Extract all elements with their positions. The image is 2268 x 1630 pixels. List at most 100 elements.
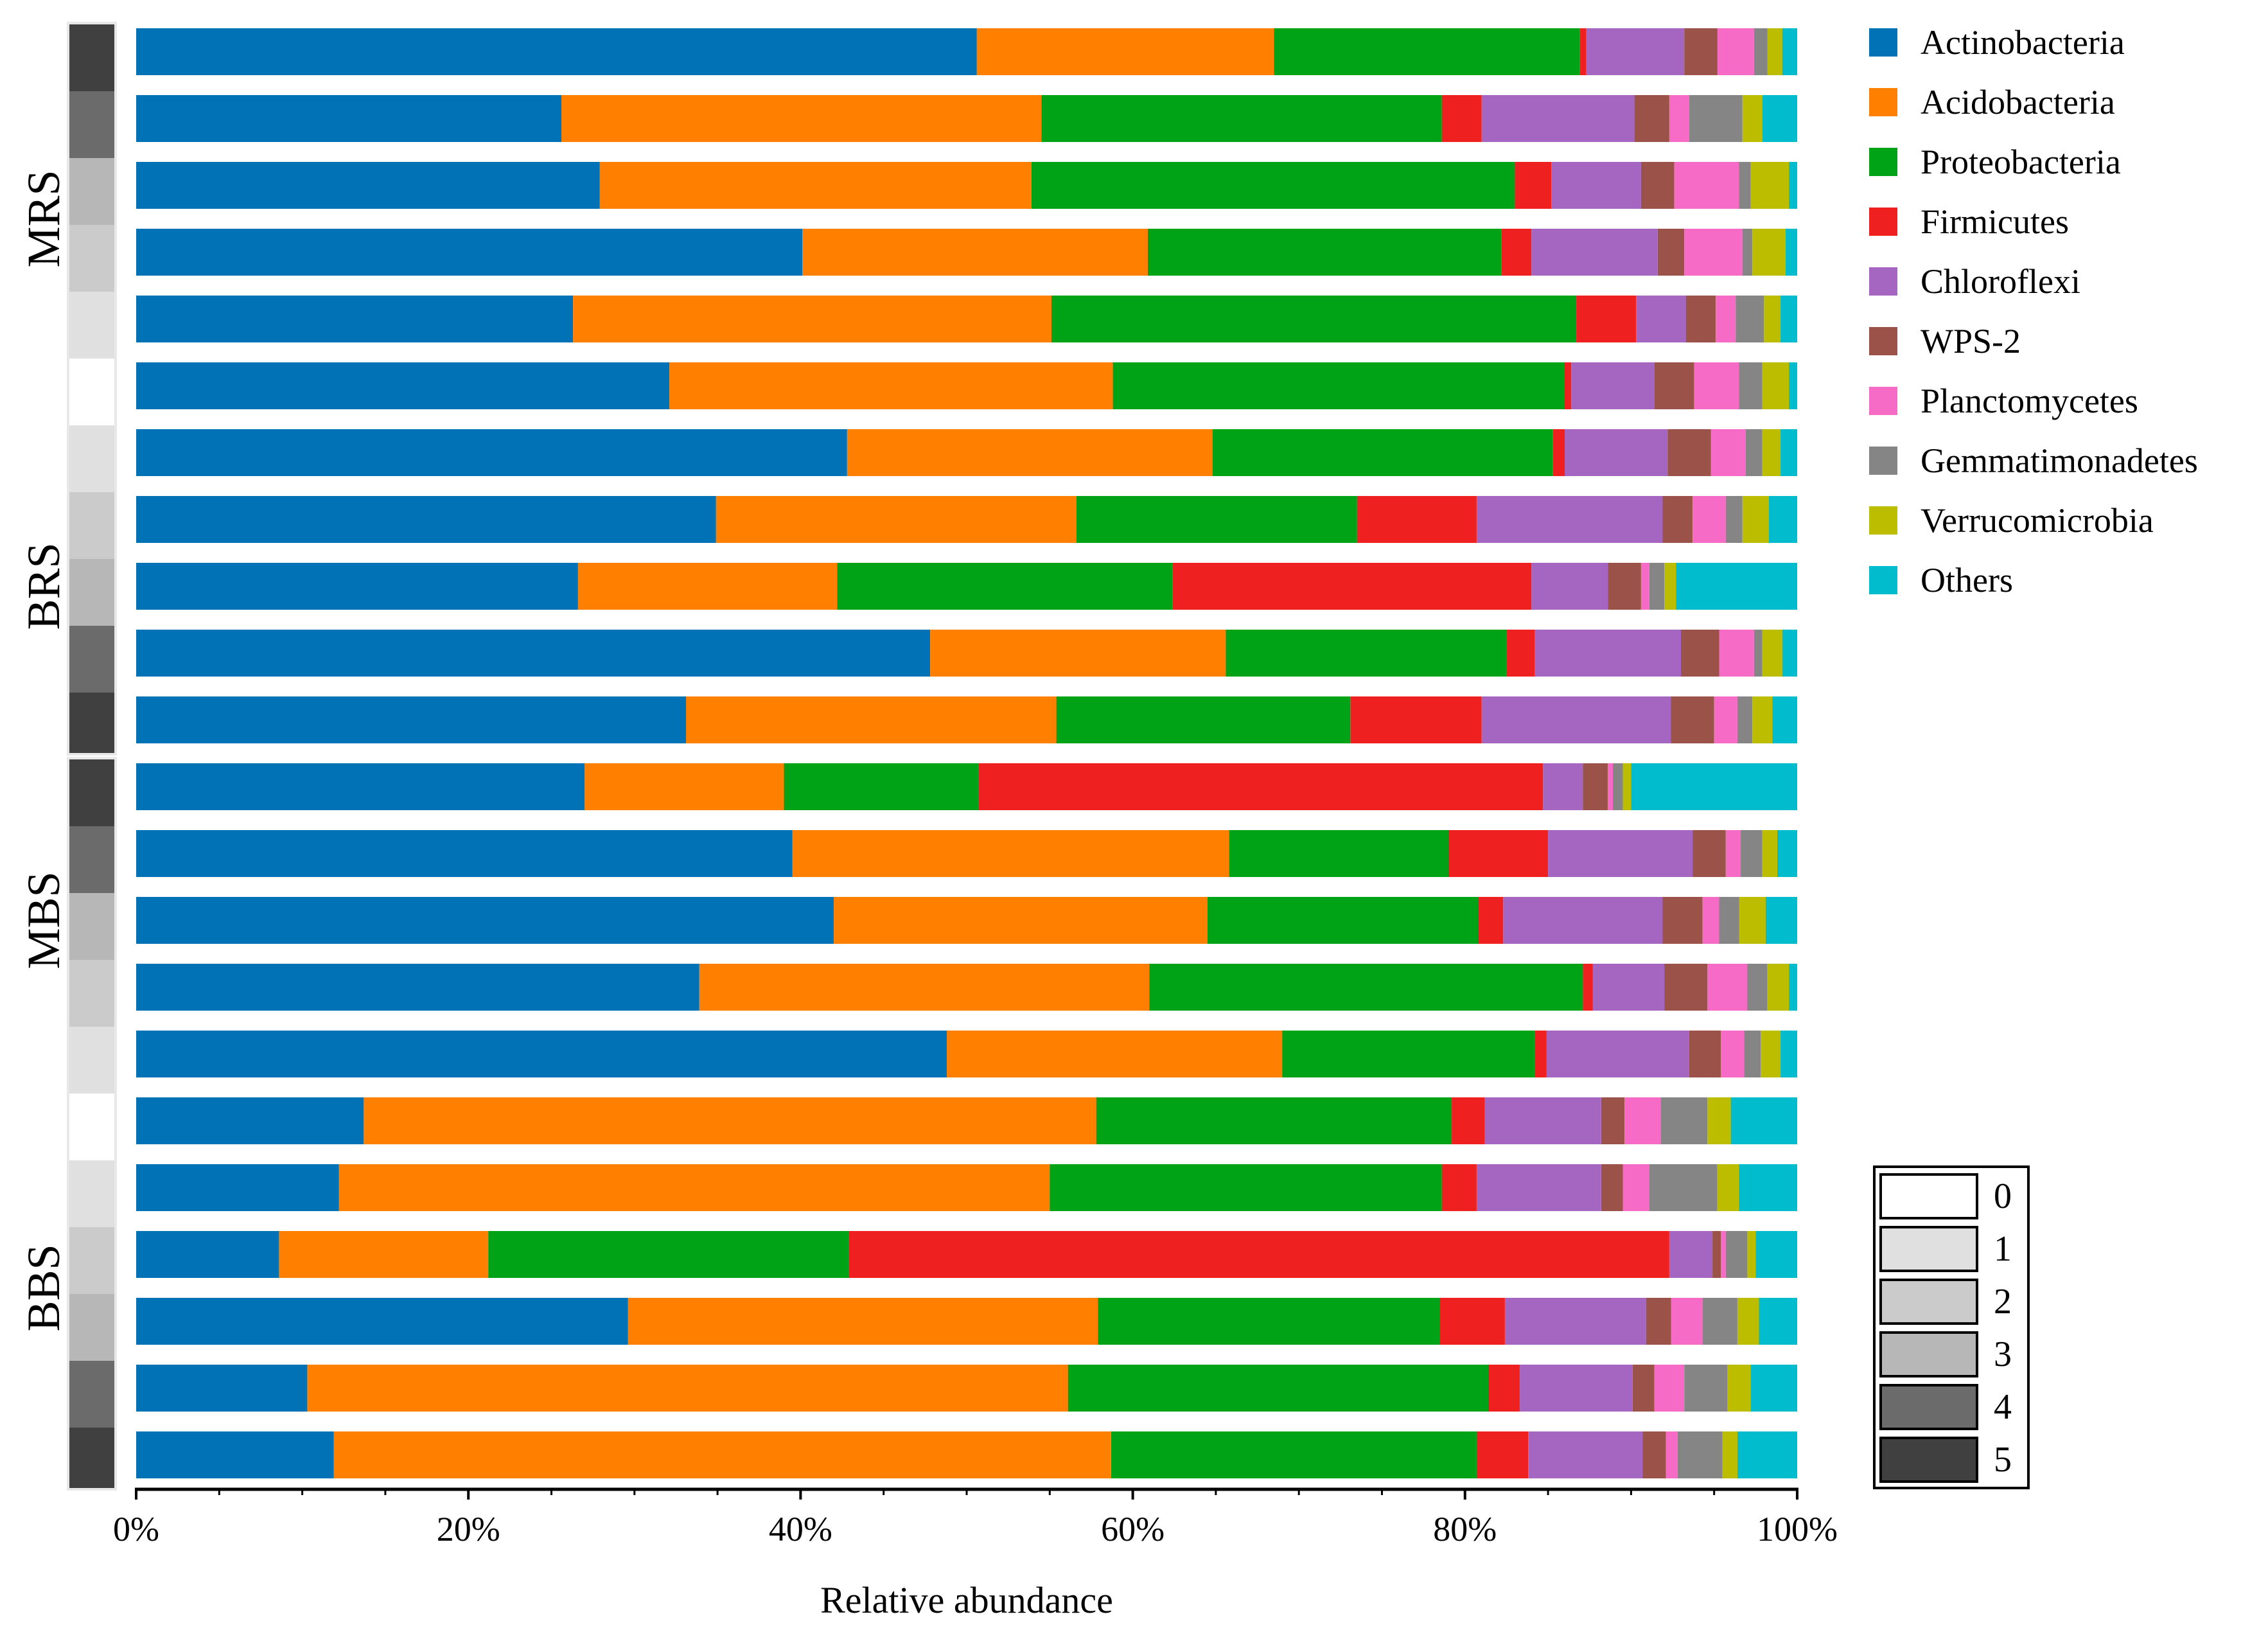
legend-item: Gemmatimonadetes [1869,441,2198,480]
bar-segment-planctomycetes [1694,362,1739,409]
group-label: BRS [18,542,69,630]
legend-item: Actinobacteria [1869,23,2125,62]
bar-segment-chloroflexi [1534,630,1681,677]
bar-segment-planctomycetes [1702,897,1719,944]
bar-segment-acidobacteria [699,964,1150,1011]
bar-1 [136,28,1797,75]
bar-segment-proteobacteria [784,763,979,810]
bar-segment-firmicutes [1506,630,1535,677]
legend-item: Chloroflexi [1869,262,2080,301]
bar-segment-actinobacteria [136,496,716,543]
bar-segment-proteobacteria [1212,429,1553,476]
level-cell [69,24,114,91]
bar-8 [136,496,1797,543]
bar-segment-others [1676,563,1797,610]
bar-segment-chloroflexi [1520,1365,1633,1412]
level-cell [69,225,114,292]
bar-segment-firmicutes [1476,1431,1529,1478]
bar-19 [136,1231,1797,1278]
bar-segment-others [1780,429,1797,476]
bar-segment-gemmatimonadetes [1613,763,1623,810]
bar-segment-firmicutes [1357,496,1477,543]
bar-segment-firmicutes [1172,563,1532,610]
bar-segment-proteobacteria [1226,630,1507,677]
bar-segment-firmicutes [1583,964,1593,1011]
bar-segment-actinobacteria [136,296,574,342]
bar-segment-gemmatimonadetes [1754,28,1768,75]
bar-segment-wps-2 [1671,696,1714,743]
level-key-label: 0 [1994,1176,2012,1216]
bar-segment-firmicutes [1515,162,1552,209]
bar-segment-proteobacteria [1282,1031,1535,1077]
bar-segment-gemmatimonadetes [1737,696,1753,743]
bar-segment-planctomycetes [1721,1231,1726,1278]
bar-segment-verrucomicrobia [1761,1031,1781,1077]
bar-segment-acidobacteria [976,28,1274,75]
bar-segment-gemmatimonadetes [1677,1431,1723,1478]
bar-segment-firmicutes [1441,1164,1477,1211]
bar-segment-gemmatimonadetes [1736,296,1764,342]
bar-segment-verrucomicrobia [1750,162,1789,209]
level-cell [69,1227,114,1294]
bar-segment-actinobacteria [136,95,561,142]
x-tick-label: 80% [1433,1510,1497,1548]
bar-17 [136,1097,1797,1144]
level-key-item: 5 [1879,1437,2012,1483]
level-key-item: 0 [1879,1173,2012,1219]
bar-segment-acidobacteria [585,763,784,810]
bar-segment-acidobacteria [577,563,838,610]
level-key-frame [1873,1165,2030,1489]
bar-segment-chloroflexi [1476,1164,1601,1211]
bar-segment-proteobacteria [1274,28,1580,75]
bar-segment-others [1765,897,1797,944]
bar-segment-verrucomicrobia [1752,696,1773,743]
level-key-item: 3 [1879,1331,2012,1378]
bar-segment-others [1762,95,1797,142]
level-cell [69,826,114,893]
bar-segment-others [1789,964,1797,1011]
level-key-swatch [1879,1279,1978,1325]
x-axis-title: Relative abundance [820,1579,1113,1621]
x-axis: 0% 20% 40% 60% 80% 100% [113,1487,1838,1548]
bar-segment-acidobacteria [599,162,1032,209]
legend-item: Verrucomicrobia [1869,501,2154,540]
bar-segment-chloroflexi [1481,696,1671,743]
bar-segment-others [1782,630,1797,677]
bar-segment-verrucomicrobia [1762,429,1781,476]
bar-segment-planctomycetes [1608,763,1613,810]
bar-segment-chloroflexi [1551,162,1641,209]
level-cell [69,492,114,559]
level-cell [69,1361,114,1428]
bar-segment-wps-2 [1662,897,1703,944]
legend-swatch [1869,208,1897,236]
bar-segment-firmicutes [848,1231,1669,1278]
legend-swatch [1869,327,1897,355]
sample-level-strip [67,22,117,1491]
bar-segment-verrucomicrobia [1664,563,1676,610]
bar-segment-planctomycetes [1622,1164,1649,1211]
level-key-swatch [1879,1331,1978,1378]
bar-segment-chloroflexi [1592,964,1665,1011]
x-tick-label: 100% [1757,1510,1838,1548]
bar-segment-firmicutes [1576,296,1637,342]
level-cell [69,759,114,826]
bar-segment-proteobacteria [1111,1431,1477,1478]
bar-segment-actinobacteria [136,362,670,409]
legend-swatch [1869,566,1897,594]
bar-segment-firmicutes [1501,229,1532,276]
bar-segment-verrucomicrobia [1764,296,1781,342]
bar-segment-verrucomicrobia [1722,1431,1737,1478]
bar-20 [136,1298,1797,1345]
bar-segment-gemmatimonadetes [1684,1365,1728,1412]
bar-segment-others [1737,1431,1797,1478]
bar-segment-wps-2 [1712,1231,1721,1278]
bar-segment-wps-2 [1601,1097,1625,1144]
level-key-item: 4 [1879,1384,2012,1430]
bar-segment-gemmatimonadetes [1702,1298,1737,1345]
bar-segment-planctomycetes [1666,1431,1678,1478]
bar-segment-actinobacteria [136,1031,947,1077]
bar-segment-actinobacteria [136,830,793,877]
bar-segment-actinobacteria [136,1164,339,1211]
bar-segment-chloroflexi [1546,1031,1689,1077]
bar-segment-actinobacteria [136,1431,334,1478]
